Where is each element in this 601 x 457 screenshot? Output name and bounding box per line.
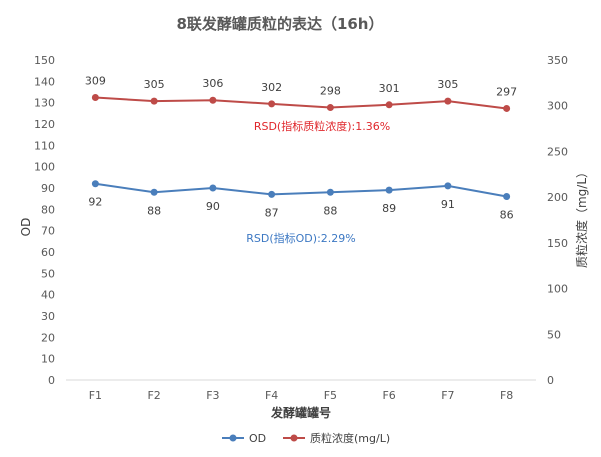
x-tick-label: F5 [324,389,337,402]
left-tick-label: 90 [41,182,55,195]
chart-title: 8联发酵罐质粒的表达（16h） [177,15,384,33]
legend-label-od: OD [249,432,266,445]
left-tick-label: 80 [41,203,55,216]
data-label-plasmid: 297 [496,85,517,98]
right-tick-label: 250 [547,145,568,158]
data-point-od [385,186,393,194]
right-tick-label: 350 [547,54,568,67]
data-label-plasmid: 306 [202,77,223,90]
left-tick-label: 130 [34,97,55,110]
left-tick-label: 10 [41,353,55,366]
legend-item-od: OD [222,432,266,445]
legend-marker-od [229,434,237,442]
left-tick-label: 140 [34,75,55,88]
right-tick-label: 200 [547,191,568,204]
left-tick-label: 70 [41,225,55,238]
right-tick-label: 300 [547,100,568,113]
left-tick-label: 20 [41,331,55,344]
data-point-plasmid [503,104,511,112]
legend-label-plasmid: 质粒浓度(mg/L) [310,431,390,445]
data-point-od [150,188,158,196]
data-point-od [444,182,452,190]
x-axis-ticks: F1 F2 F3 F4 F5 F6 F7 F8 [89,389,514,402]
data-label-plasmid: 302 [261,81,282,94]
left-tick-label: 100 [34,161,55,174]
data-label-plasmid: 309 [85,74,106,87]
left-tick-label: 30 [41,310,55,323]
x-tick-label: F3 [206,389,219,402]
annotation-rsd-od: RSD(指标OD):2.29% [246,231,355,245]
data-point-plasmid [150,97,158,105]
data-label-od: 89 [382,202,396,215]
data-label-od: 91 [441,198,455,211]
x-tick-label: F6 [382,389,395,402]
series-line-od [95,182,507,198]
data-point-od [503,193,511,201]
data-point-plasmid [385,101,393,109]
data-label-plasmid: 305 [437,78,458,91]
left-tick-label: 150 [34,54,55,67]
data-label-od: 86 [500,209,514,222]
left-tick-label: 40 [41,289,55,302]
x-tick-label: F8 [500,389,513,402]
data-label-plasmid: 305 [144,78,165,91]
x-tick-label: F4 [265,389,278,402]
left-tick-label: 60 [41,246,55,259]
data-label-od: 92 [88,196,102,209]
left-tick-label: 110 [34,139,55,152]
y-axis-title: OD [19,218,33,237]
left-axis-ticks: 0 10 20 30 40 50 60 70 80 90 100 110 120 130 140 150 [34,54,55,387]
right-tick-label: 0 [547,374,554,387]
data-point-plasmid [444,97,452,105]
data-label-plasmid: 301 [379,82,400,95]
left-tick-label: 120 [34,118,55,131]
right-tick-label: 100 [547,283,568,296]
series-layer: 92 88 90 87 88 89 91 86 309 305 306 302 298 301 305 297 [85,74,517,221]
left-tick-label: 0 [48,374,55,387]
right-axis-ticks: 0 50 100 150 200 250 300 350 [547,54,568,387]
data-label-od: 88 [323,204,337,217]
data-point-plasmid [268,100,276,108]
series-line-plasmid [95,96,507,110]
data-label-od: 87 [265,206,279,219]
right-tick-label: 150 [547,237,568,250]
legend: OD 质粒浓度(mg/L) [222,431,390,445]
legend-item-plasmid: 质粒浓度(mg/L) [283,431,390,445]
data-point-od [91,180,99,188]
data-point-plasmid [326,104,334,112]
legend-marker-plasmid [290,434,298,442]
left-tick-label: 50 [41,267,55,280]
data-label-od: 90 [206,200,220,213]
data-point-od [268,190,276,198]
x-tick-label: F2 [147,389,160,402]
x-axis-title: 发酵罐罐号 [270,405,331,420]
data-point-plasmid [209,96,217,104]
data-point-od [326,188,334,196]
data-label-od: 88 [147,204,161,217]
x-tick-label: F7 [441,389,454,402]
data-point-plasmid [91,93,99,101]
data-label-plasmid: 298 [320,85,341,98]
data-point-od [209,184,217,192]
right-tick-label: 50 [547,328,561,341]
x-tick-label: F1 [89,389,102,402]
annotation-rsd-plasmid: RSD(指标质粒浓度):1.36% [254,119,390,133]
y2-axis-title: 质粒浓度（mg/L） [574,166,589,268]
